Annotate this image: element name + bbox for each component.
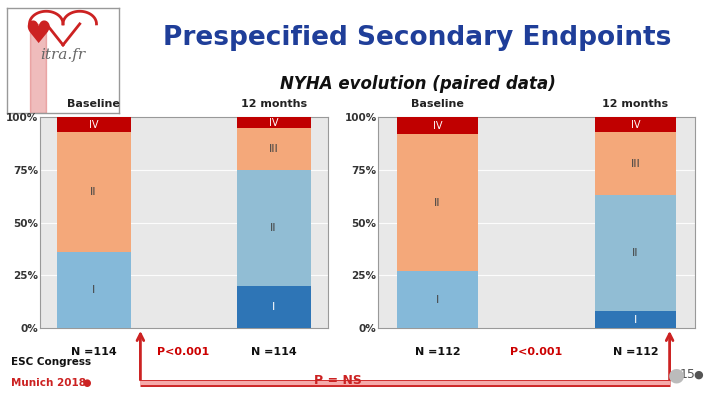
Text: N =112: N =112	[415, 347, 460, 357]
Bar	[397, 271, 478, 328]
Text: Baseline: Baseline	[411, 99, 464, 109]
Bar	[57, 117, 130, 132]
Bar	[237, 170, 310, 286]
Text: IV: IV	[269, 118, 279, 128]
Text: I: I	[272, 302, 275, 312]
Text: itra.fr: itra.fr	[40, 49, 86, 62]
Bar	[237, 117, 310, 128]
Text: IV: IV	[433, 121, 442, 131]
Bar	[57, 132, 130, 252]
Text: ●: ●	[693, 370, 703, 379]
Text: N =114: N =114	[71, 347, 117, 357]
Bar	[57, 252, 130, 328]
Text: N =114: N =114	[251, 347, 297, 357]
Text: P<0.001: P<0.001	[158, 347, 210, 357]
Text: Baseline: Baseline	[67, 99, 120, 109]
Text: I: I	[634, 315, 637, 325]
Text: ESC Congress: ESC Congress	[11, 358, 91, 367]
Text: P = NS: P = NS	[315, 374, 362, 387]
Text: II: II	[434, 198, 441, 208]
Text: III: III	[631, 159, 640, 169]
Bar	[595, 132, 676, 195]
Text: NYHA evolution (paired data): NYHA evolution (paired data)	[279, 75, 556, 93]
Text: 12 months: 12 months	[603, 99, 668, 109]
Text: ♥: ♥	[24, 20, 52, 49]
Text: Prespecified Secondary Endpoints: Prespecified Secondary Endpoints	[163, 25, 672, 51]
Text: N =112: N =112	[613, 347, 658, 357]
Text: P<0.001: P<0.001	[510, 347, 562, 357]
Text: IV: IV	[631, 120, 640, 130]
Text: 12 months: 12 months	[240, 99, 307, 109]
Text: II: II	[632, 248, 639, 258]
Bar	[237, 128, 310, 170]
Text: ●: ●	[83, 378, 91, 388]
Text: I: I	[436, 294, 439, 305]
Text: ●: ●	[668, 365, 685, 384]
Text: III: III	[269, 144, 279, 154]
Text: Munich 2018: Munich 2018	[11, 378, 86, 388]
Text: 15: 15	[680, 368, 696, 381]
Bar	[595, 311, 676, 328]
Bar	[237, 286, 310, 328]
Bar	[595, 117, 676, 132]
Bar	[397, 117, 478, 134]
Text: II: II	[90, 187, 97, 197]
Bar	[595, 195, 676, 311]
Text: I: I	[92, 285, 95, 295]
Text: II: II	[270, 223, 277, 233]
Bar	[397, 134, 478, 271]
Text: IV: IV	[89, 120, 99, 130]
